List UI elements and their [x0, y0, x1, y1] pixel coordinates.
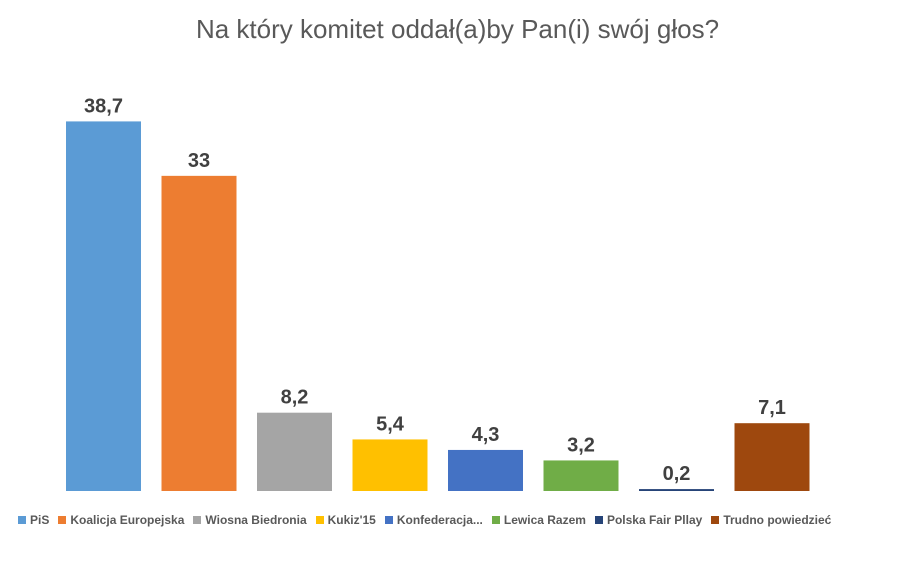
legend-swatch-5	[491, 516, 500, 524]
legend-label-4: Konfederacja...	[396, 513, 483, 527]
bar-0	[66, 121, 141, 491]
value-label-6: 0,2	[663, 463, 691, 485]
value-label-3: 5,4	[376, 413, 405, 435]
legend-label-2: Wiosna Biedronia	[205, 513, 307, 527]
legend-label-7: Trudno powiedzieć	[723, 513, 832, 527]
bars-group	[66, 121, 810, 491]
legend-label-1: Koalicja Europejska	[70, 513, 185, 527]
bar-3	[352, 439, 428, 491]
bar-5	[543, 460, 619, 491]
legend-item-5: Lewica Razem	[491, 513, 586, 527]
value-label-0: 38,7	[84, 95, 123, 117]
legend-item-3: Kukiz'15	[315, 513, 376, 527]
bar-2	[257, 412, 332, 491]
legend-item-0: PiS	[18, 513, 49, 527]
legend-item-4: Konfederacja...	[384, 513, 483, 527]
legend-label-0: PiS	[30, 513, 50, 527]
legend-label-5: Lewica Razem	[503, 513, 586, 527]
legend-swatch-6	[594, 516, 603, 524]
value-label-1: 33	[188, 150, 210, 172]
legend-item-6: Polska Fair Pllay	[594, 513, 703, 527]
legend-swatch-3	[315, 516, 324, 524]
bar-7	[734, 423, 810, 491]
legend-swatch-0	[18, 516, 26, 524]
value-labels-group: 38,7 33 8,2 5,4 4,3 3,2 0,2 7,1	[84, 95, 786, 485]
bar-1	[161, 175, 237, 491]
legend-item-2: Wiosna Biedronia	[193, 513, 307, 527]
legend-swatch-4	[384, 516, 393, 524]
legend-swatch-2	[193, 516, 202, 524]
legend-item-7: Trudno powiedzieć	[711, 513, 831, 527]
chart-legend: PiS Koalicja Europejska Wiosna Biedronia Ku…	[18, 513, 908, 527]
value-label-4: 4,3	[472, 424, 500, 446]
legend-label-3: Kukiz'15	[327, 513, 376, 527]
value-label-5: 3,2	[567, 434, 595, 456]
bar-6	[639, 489, 714, 491]
value-label-7: 7,1	[758, 397, 786, 419]
legend-label-6: Polska Fair Pllay	[606, 513, 703, 527]
legend-swatch-7	[711, 516, 720, 524]
legend-item-1: Koalicja Europejska	[58, 513, 184, 527]
chart-title: Na który komitet oddał(a)by Pan(i) swój …	[195, 14, 720, 44]
legend-swatch-1	[58, 516, 67, 524]
value-label-2: 8,2	[281, 387, 309, 409]
bar-4	[448, 449, 523, 491]
